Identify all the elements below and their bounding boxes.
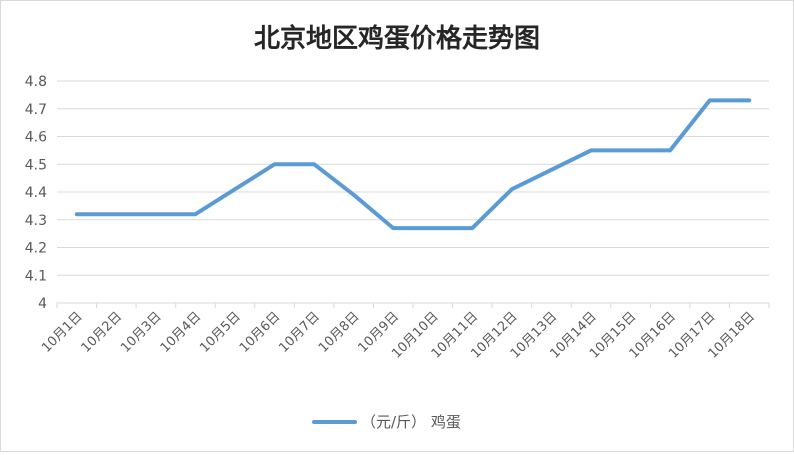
y-tick-label: 4.4	[25, 185, 47, 201]
x-tick-label: 10月4日	[158, 309, 205, 356]
legend-label: （元/斤） 鸡蛋	[361, 413, 461, 431]
y-tick-label: 4.6	[25, 130, 47, 146]
x-axis-tick-labels: 10月1日10月2日10月3日10月4日10月5日10月6日10月7日10月8日…	[39, 309, 758, 361]
y-tick-label: 4.5	[25, 157, 47, 173]
x-tick-label: 10月8日	[316, 309, 363, 356]
x-tick-label: 10月7日	[276, 309, 323, 356]
y-tick-label: 4	[38, 296, 47, 312]
chart-title: 北京地区鸡蛋价格走势图	[254, 23, 540, 54]
x-tick-label: 10月1日	[39, 309, 86, 356]
x-tick-label: 10月3日	[118, 309, 165, 356]
y-tick-label: 4.7	[25, 102, 47, 118]
y-tick-label: 4.8	[25, 74, 47, 90]
legend: （元/斤） 鸡蛋	[314, 413, 461, 431]
x-tick-label: 10月6日	[237, 309, 284, 356]
grid-lines	[57, 81, 769, 308]
x-tick-label: 10月5日	[197, 309, 244, 356]
x-tick-label: 10月2日	[79, 309, 126, 356]
y-tick-label: 4.3	[25, 213, 47, 229]
y-axis-tick-labels: 4 4.1 4.2 4.3 4.4 4.5 4.6 4.7 4.8	[25, 74, 47, 312]
y-tick-label: 4.2	[25, 241, 47, 257]
y-tick-label: 4.1	[25, 268, 47, 284]
